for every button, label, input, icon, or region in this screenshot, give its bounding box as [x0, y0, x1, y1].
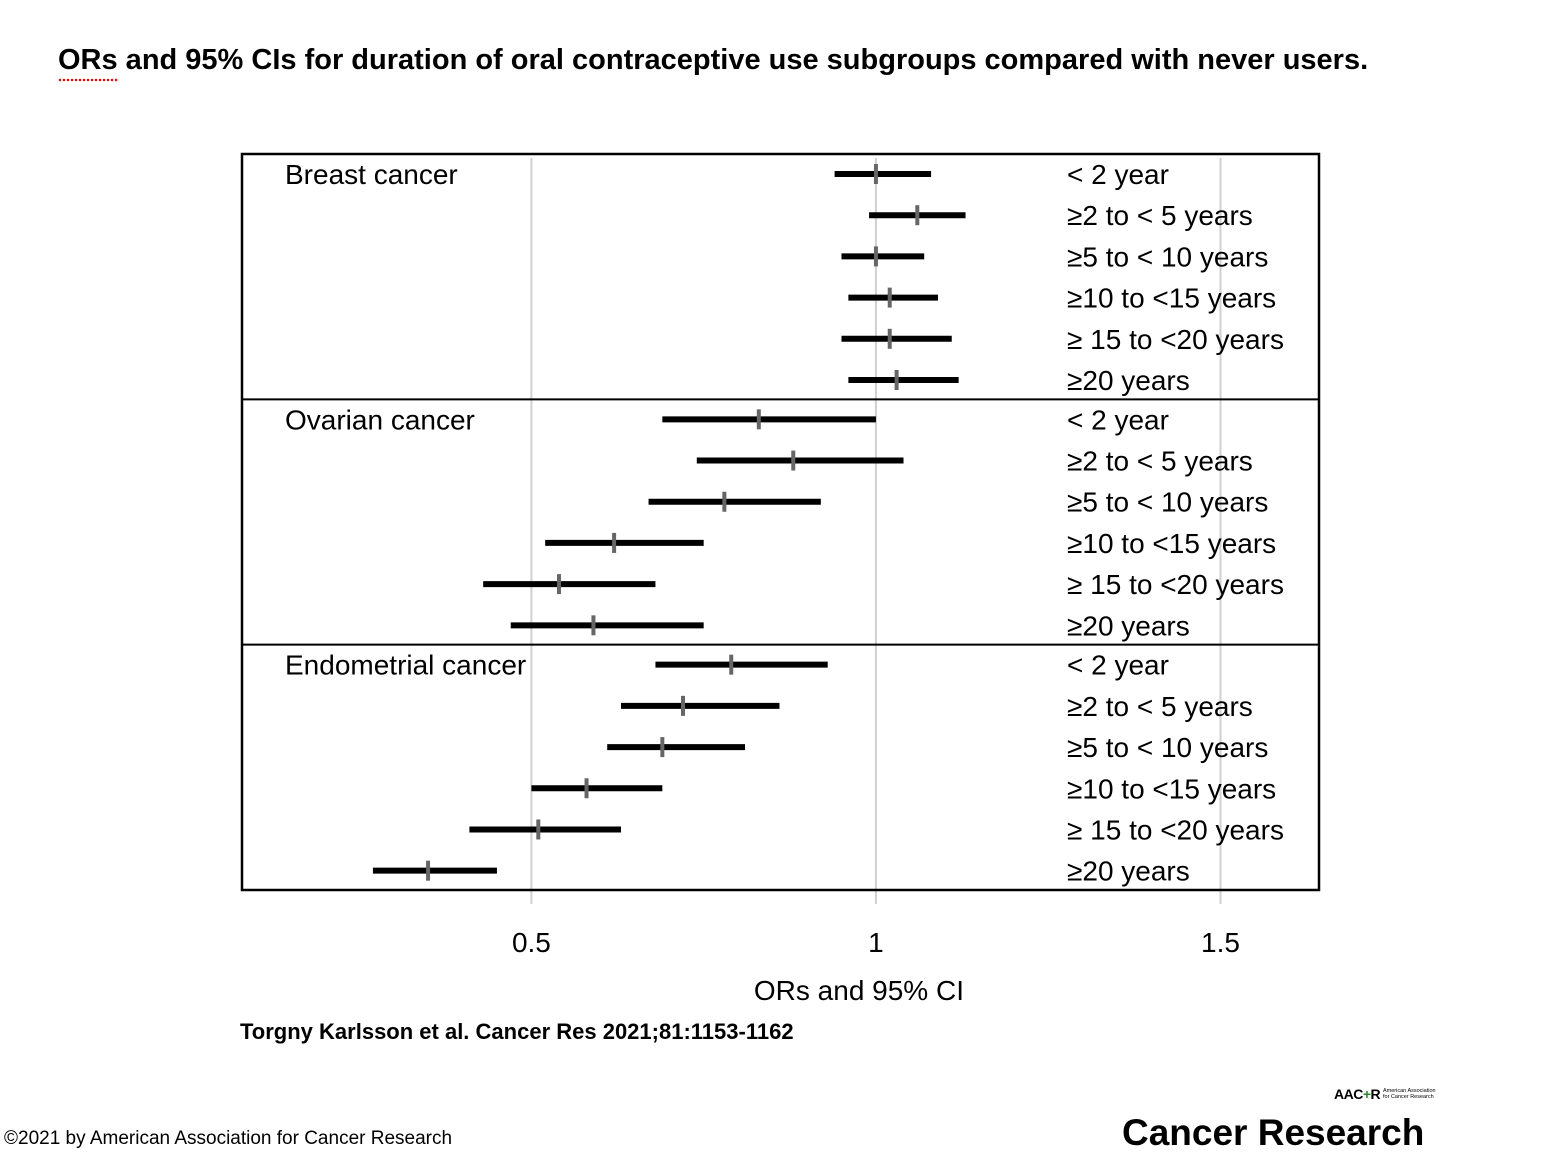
row-label: < 2 year	[1067, 650, 1169, 681]
row-label: ≥10 to <15 years	[1067, 528, 1276, 559]
row-label: ≥10 to <15 years	[1067, 773, 1276, 804]
row-label: < 2 year	[1067, 404, 1169, 435]
plot-frame	[240, 152, 1321, 892]
row-label: ≥ 15 to <20 years	[1067, 324, 1284, 355]
row-label: < 2 year	[1067, 159, 1169, 190]
journal-name: Cancer Research	[1122, 1112, 1425, 1153]
x-tick-label: 1	[868, 927, 884, 958]
row-label: ≥ 15 to <20 years	[1067, 814, 1284, 845]
row-label: ≥ 15 to <20 years	[1067, 569, 1284, 600]
row-label: ≥2 to < 5 years	[1067, 691, 1253, 722]
row-label: ≥5 to < 10 years	[1067, 732, 1268, 763]
copyright: ©2021 by American Association for Cancer…	[4, 1128, 453, 1149]
row-label: ≥5 to < 10 years	[1067, 241, 1268, 272]
x-tick-label: 0.5	[512, 927, 551, 958]
panel-label: Breast cancer	[285, 159, 458, 190]
row-label: ≥2 to < 5 years	[1067, 446, 1253, 477]
x-tick-label: 1.5	[1201, 927, 1240, 958]
row-label: ≥20 years	[1067, 610, 1190, 641]
aacr-org-name: American Association for Cancer Research	[1383, 1088, 1436, 1100]
figure-title: ORs and 95% CIs for duration of oral con…	[58, 44, 1369, 76]
panel-label: Endometrial cancer	[285, 650, 526, 681]
row-label: ≥20 years	[1067, 856, 1190, 887]
row-label: ≥10 to <15 years	[1067, 283, 1276, 314]
row-label: ≥20 years	[1067, 365, 1190, 396]
citation: Torgny Karlsson et al. Cancer Res 2021;8…	[240, 1019, 794, 1044]
row-label: ≥5 to < 10 years	[1067, 487, 1268, 518]
cancer-research-logo: AAC+R American Association for Cancer Res…	[1120, 1086, 1450, 1156]
aacr-logo: AAC+R	[1334, 1086, 1381, 1102]
spellcheck-underline	[58, 78, 119, 82]
panel-label: Ovarian cancer	[285, 404, 475, 435]
x-axis-label: ORs and 95% CI	[754, 975, 964, 1006]
row-label: ≥2 to < 5 years	[1067, 200, 1253, 231]
